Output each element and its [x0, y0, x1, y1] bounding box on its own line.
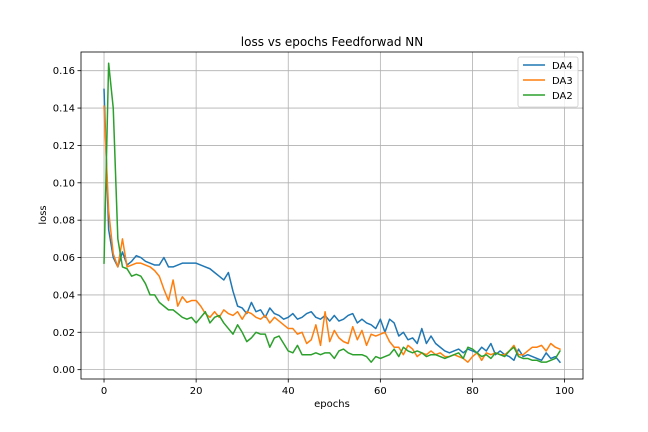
y-tick-label: 0.02: [53, 328, 75, 339]
y-tick-label: 0.14: [53, 104, 75, 115]
x-axis-ticks: 0 20 40 60 80 100: [101, 379, 574, 397]
y-tick-label: 0.16: [53, 66, 75, 77]
x-tick-label: 60: [374, 386, 387, 397]
x-tick-label: 0: [101, 386, 107, 397]
chart-title: loss vs epochs Feedforwad NN: [241, 35, 423, 49]
y-tick-label: 0.10: [53, 178, 75, 189]
y-axis-ticks: 0.00 0.02 0.04 0.06 0.08 0.10 0.12 0.14 0.16: [53, 66, 81, 376]
series-line-da2: [103, 62, 562, 363]
legend: DA4 DA3 DA2: [517, 56, 579, 108]
legend-label-da2: DA2: [552, 91, 573, 102]
y-tick-label: 0.12: [53, 141, 75, 152]
legend-label-da3: DA3: [552, 76, 573, 87]
series-lines: [103, 62, 562, 364]
series-line-da3: [103, 105, 561, 363]
x-axis-label: epochs: [314, 399, 350, 410]
series-line-da4: [103, 88, 562, 364]
x-tick-label: 40: [282, 386, 295, 397]
legend-label-da4: DA4: [552, 61, 573, 72]
y-tick-label: 0.06: [53, 253, 75, 264]
y-axis-label: loss: [38, 205, 49, 224]
y-tick-label: 0.08: [53, 216, 75, 227]
y-tick-label: 0.04: [53, 290, 75, 301]
x-tick-label: 80: [466, 386, 479, 397]
x-tick-label: 20: [190, 386, 203, 397]
plot-frame: [80, 51, 584, 380]
grid: [81, 52, 583, 379]
y-tick-label: 0.00: [53, 365, 75, 376]
x-tick-label: 100: [555, 386, 574, 397]
